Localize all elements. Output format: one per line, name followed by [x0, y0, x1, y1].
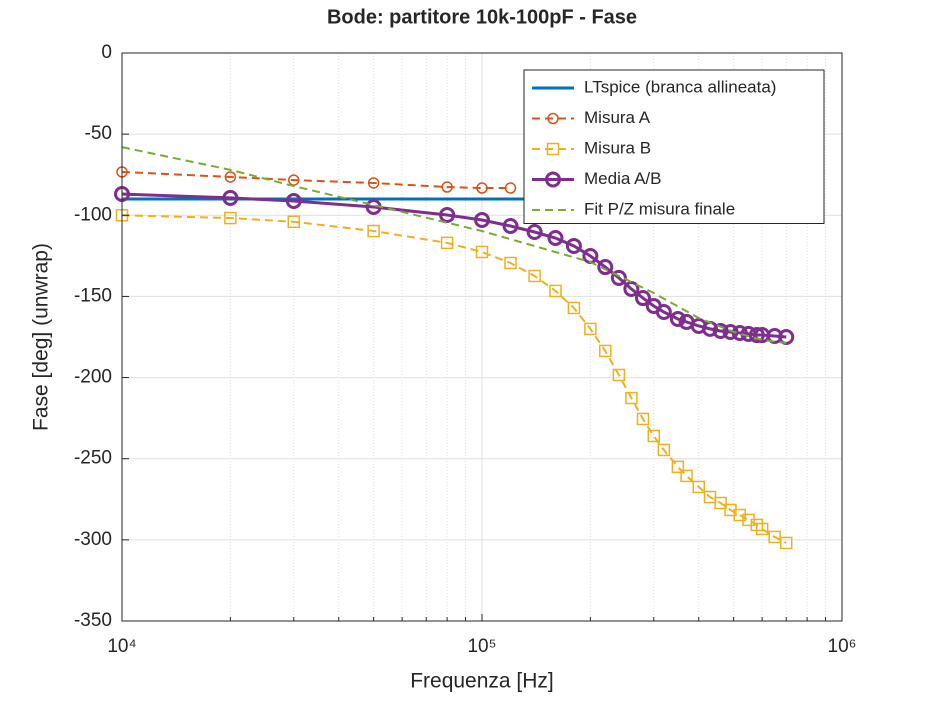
marker: [549, 284, 562, 298]
marker: [599, 344, 612, 358]
marker: [526, 224, 543, 241]
marker: [504, 256, 517, 270]
marker: [755, 522, 769, 536]
marker: [610, 269, 627, 286]
marker: [367, 177, 380, 189]
legend-label: Fit P/Z misura finale: [584, 199, 735, 218]
marker: [669, 310, 686, 327]
marker: [367, 224, 380, 238]
legend-item: Fit P/Z misura finale: [532, 199, 735, 218]
marker: [625, 391, 638, 405]
x-tick-label: 10⁴: [107, 636, 136, 657]
marker: [731, 324, 748, 341]
marker: [546, 142, 560, 156]
y-tick-label: -150: [74, 285, 112, 306]
marker: [655, 304, 672, 321]
x-tick-label: 10⁵: [467, 636, 496, 657]
marker: [636, 412, 650, 426]
legend-label: LTspice (branca allineata): [584, 77, 776, 96]
marker: [285, 193, 302, 210]
legend-item: LTspice (branca allineata): [532, 77, 776, 96]
marker: [504, 182, 517, 194]
marker: [584, 322, 597, 336]
y-tick-label: -100: [74, 204, 112, 225]
legend-label: Misura A: [584, 108, 651, 127]
x-tick-label: 10⁶: [828, 636, 857, 657]
marker: [597, 259, 614, 276]
y-tick-label: -200: [74, 367, 112, 388]
marker: [224, 211, 237, 225]
marker: [671, 460, 685, 474]
marker: [712, 322, 729, 339]
x-axis-label: Frequenza [Hz]: [410, 670, 554, 693]
marker: [612, 368, 626, 382]
marker: [224, 171, 237, 183]
marker: [222, 189, 239, 206]
marker: [647, 429, 661, 443]
y-tick-label: -300: [74, 529, 112, 550]
series-line: [121, 146, 787, 344]
marker: [634, 290, 651, 307]
marker: [287, 215, 301, 229]
marker: [657, 443, 671, 457]
marker: [502, 217, 519, 234]
legend-label: Media A/B: [584, 169, 662, 188]
y-tick-label: -50: [85, 123, 112, 144]
y-axis-label: Fase [deg] (unwrap): [30, 243, 53, 431]
marker: [567, 301, 581, 315]
marker: [778, 329, 795, 345]
y-tick-label: -350: [74, 610, 112, 631]
marker: [441, 181, 453, 193]
marker: [476, 182, 488, 194]
marker: [722, 323, 739, 340]
marker: [692, 480, 705, 494]
y-tick-label: -250: [74, 448, 112, 469]
plot-marks: [114, 146, 795, 550]
ticks: 10⁴ 10⁵ 10⁶ 0 -50 -100 -150 -200 -250 -300 -350: [74, 42, 857, 657]
marker: [779, 536, 793, 550]
legend-label: Misura B: [584, 138, 651, 157]
marker: [547, 112, 559, 125]
legend-box: [523, 69, 825, 224]
marker: [474, 211, 490, 228]
marker: [545, 171, 561, 188]
marker: [680, 469, 693, 483]
marker: [475, 245, 489, 259]
marker: [440, 236, 454, 250]
marker: [714, 496, 727, 510]
legend: LTspice (branca allineata) Misura A Misura…: [523, 69, 825, 224]
legend-item: Media A/B: [532, 169, 662, 188]
legend-item: Misura B: [532, 138, 651, 157]
marker: [439, 206, 456, 223]
legend-item: Misura A: [532, 108, 651, 127]
marker: [528, 269, 541, 283]
marker: [623, 280, 640, 297]
marker: [547, 230, 564, 247]
chart-title: Bode: partitore 10k-100pF - Fase: [327, 6, 637, 28]
marker: [748, 327, 765, 344]
y-tick-label: 0: [101, 42, 112, 63]
series-line: [121, 170, 511, 190]
marker: [565, 237, 582, 254]
